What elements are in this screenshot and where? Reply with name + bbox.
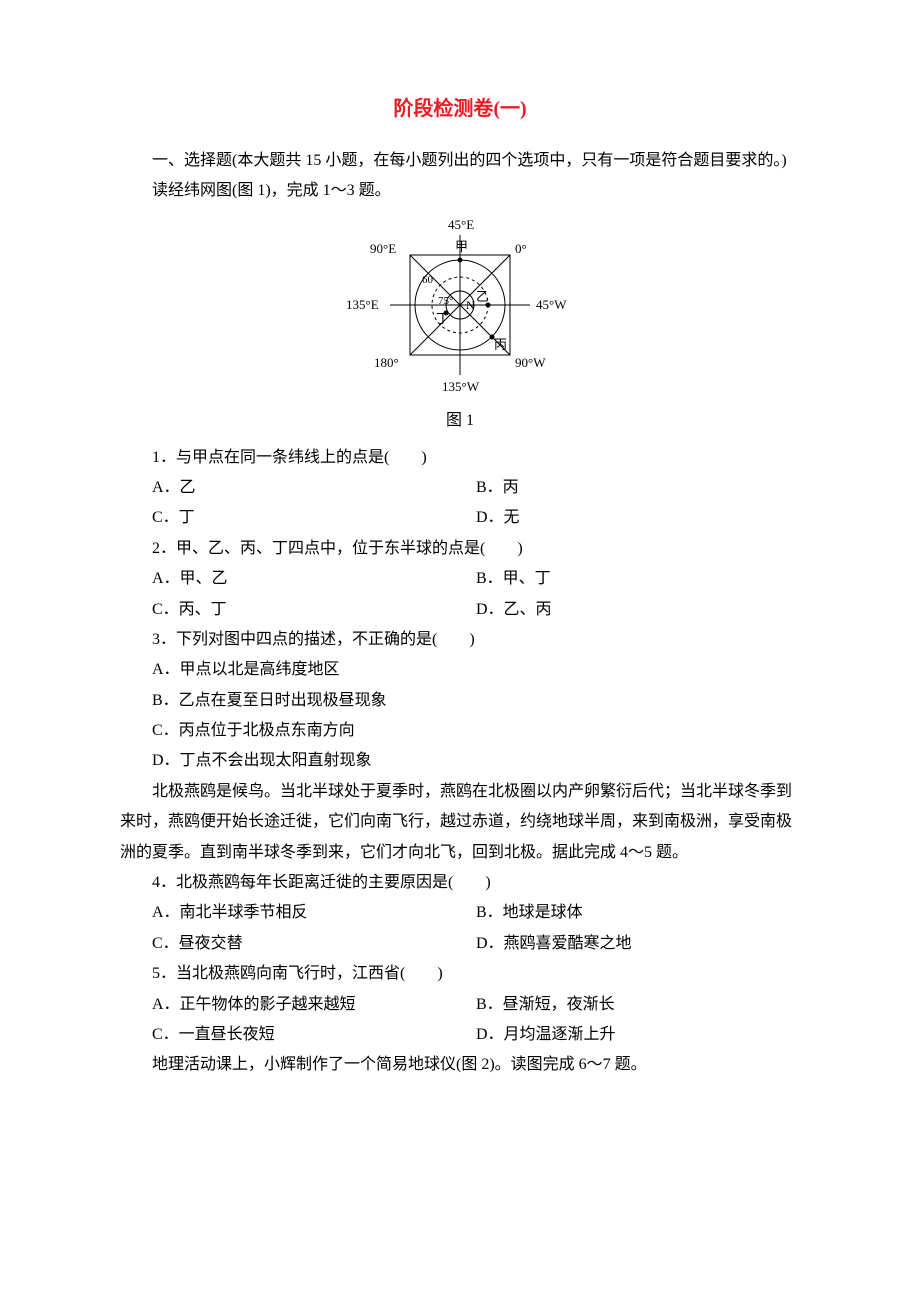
- fig1-r60: 60: [422, 274, 434, 286]
- fig1-lbl-se: 90°W: [515, 355, 546, 370]
- figure-1-svg: N 75° 60 甲 乙 丙 丁 45°E 0° 45°W 90°W 135°W…: [340, 213, 580, 393]
- q4-opt-c: C．昼夜交替: [152, 929, 476, 959]
- q2-stem: 2．甲、乙、丙、丁四点中，位于东半球的点是( ): [120, 534, 800, 564]
- passage-3: 地理活动课上，小辉制作了一个简易地球仪(图 2)。读图完成 6～7 题。: [120, 1050, 800, 1080]
- fig1-lbl-top: 45°E: [448, 217, 474, 232]
- q2-row1: A．甲、乙 B．甲、丁: [120, 564, 800, 594]
- q1-stem: 1．与甲点在同一条纬线上的点是( ): [120, 443, 800, 473]
- q3-opt-c: C．丙点位于北极点东南方向: [120, 716, 800, 746]
- fig1-lbl-e: 45°W: [536, 297, 567, 312]
- q2-opt-a: A．甲、乙: [152, 564, 476, 594]
- q1-opt-a: A．乙: [152, 473, 476, 503]
- q3-stem: 3．下列对图中四点的描述，不正确的是( ): [120, 625, 800, 655]
- figure-1-caption: 图 1: [120, 406, 800, 436]
- q5-opt-a: A．正午物体的影子越来越短: [152, 990, 476, 1020]
- q2-opt-d: D．乙、丙: [476, 595, 800, 625]
- q1-opt-c: C．丁: [152, 503, 476, 533]
- q1-opt-d: D．无: [476, 503, 800, 533]
- q5-stem: 5．当北极燕鸥向南飞行时，江西省( ): [120, 959, 800, 989]
- q3-opt-a: A．甲点以北是高纬度地区: [120, 655, 800, 685]
- q2-opt-b: B．甲、丁: [476, 564, 800, 594]
- q5-row1: A．正午物体的影子越来越短 B．昼渐短，夜渐长: [120, 990, 800, 1020]
- q4-opt-d: D．燕鸥喜爱酷寒之地: [476, 929, 800, 959]
- q5-row2: C．一直昼长夜短 D．月均温逐渐上升: [120, 1020, 800, 1050]
- q5-opt-d: D．月均温逐渐上升: [476, 1020, 800, 1050]
- q1-row1: A．乙 B．丙: [120, 473, 800, 503]
- q4-opt-a: A．南北半球季节相反: [152, 898, 476, 928]
- title-text: 阶段检测卷(一): [393, 98, 526, 120]
- fig1-lbl-ne: 0°: [515, 241, 527, 256]
- q4-row1: A．南北半球季节相反 B．地球是球体: [120, 898, 800, 928]
- q4-opt-b: B．地球是球体: [476, 898, 800, 928]
- section-one-intro: 一、选择题(本大题共 15 小题，在每小题列出的四个选项中，只有一项是符合题目要…: [120, 146, 800, 176]
- q4-stem: 4．北极燕鸥每年长距离迁徙的主要原因是( ): [120, 868, 800, 898]
- q3-opt-b: B．乙点在夏至日时出现极昼现象: [120, 686, 800, 716]
- q2-opt-c: C．丙、丁: [152, 595, 476, 625]
- figure-1: N 75° 60 甲 乙 丙 丁 45°E 0° 45°W 90°W 135°W…: [120, 213, 800, 404]
- fig1-center: N: [466, 298, 475, 312]
- q1-row2: C．丁 D．无: [120, 503, 800, 533]
- q4-row2: C．昼夜交替 D．燕鸥喜爱酷寒之地: [120, 929, 800, 959]
- q5-opt-c: C．一直昼长夜短: [152, 1020, 476, 1050]
- fig1-r75: 75°: [438, 295, 453, 307]
- q5-opt-b: B．昼渐短，夜渐长: [476, 990, 800, 1020]
- q1-opt-b: B．丙: [476, 473, 800, 503]
- fig1-pt-jia: 甲: [455, 239, 468, 254]
- fig1-lbl-nw: 90°E: [370, 241, 396, 256]
- passage-2: 北极燕鸥是候鸟。当北半球处于夏季时，燕鸥在北极圈以内产卵繁衍后代；当北半球冬季到…: [120, 777, 800, 868]
- fig1-pt-ding: 丁: [436, 311, 449, 326]
- page-title: 阶段检测卷(一): [120, 90, 800, 128]
- fig1-lbl-s: 135°W: [442, 379, 480, 393]
- figure1-lead: 读经纬网图(图 1)，完成 1～3 题。: [120, 176, 800, 206]
- fig1-lbl-sw: 180°: [374, 355, 399, 370]
- q3-opt-d: D．丁点不会出现太阳直射现象: [120, 746, 800, 776]
- fig1-pt-bing: 丙: [494, 337, 507, 352]
- fig1-pt-yi: 乙: [476, 289, 489, 304]
- q2-row2: C．丙、丁 D．乙、丙: [120, 595, 800, 625]
- fig1-lbl-w: 135°E: [346, 297, 379, 312]
